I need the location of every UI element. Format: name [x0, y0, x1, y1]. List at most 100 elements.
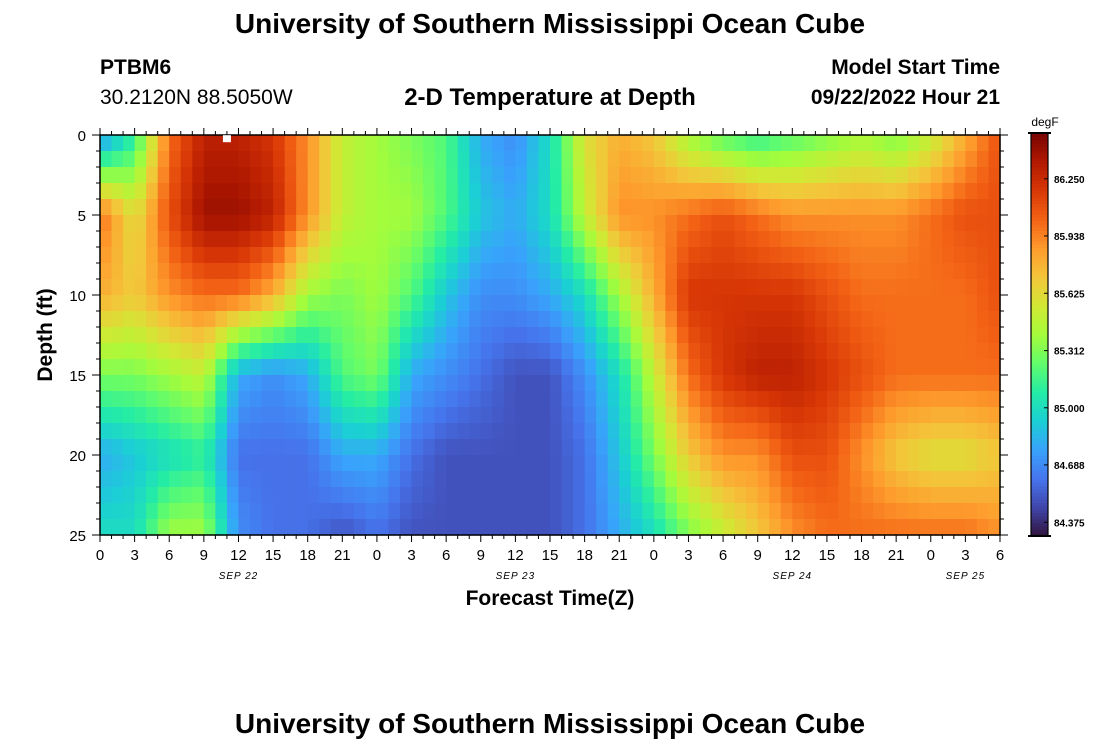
heatmap-cell — [561, 279, 574, 296]
heatmap-cell — [873, 439, 886, 456]
heatmap-cell — [861, 199, 874, 216]
colorbar-swatch — [1031, 270, 1048, 275]
heatmap-cell — [353, 199, 366, 216]
heatmap-cell — [723, 471, 736, 488]
heatmap-cell — [757, 183, 770, 200]
heatmap-cell — [573, 407, 586, 424]
heatmap-cell — [307, 199, 320, 216]
heatmap-cell — [238, 375, 251, 392]
heatmap-cell — [688, 503, 701, 520]
heatmap-cell — [815, 359, 828, 376]
colorbar-swatch — [1031, 515, 1048, 520]
heatmap-cell — [376, 407, 390, 424]
heatmap-cell — [838, 247, 851, 264]
heatmap-cell — [238, 279, 251, 296]
heatmap-cell — [319, 375, 332, 392]
heatmap-cell — [930, 231, 943, 248]
heatmap-cell — [400, 215, 413, 232]
heatmap-cell — [515, 503, 528, 520]
heatmap-cell — [884, 247, 897, 264]
heatmap-cell — [965, 279, 978, 296]
heatmap-cell — [134, 343, 147, 360]
heatmap-cell — [619, 295, 632, 312]
colorbar-swatch — [1031, 250, 1048, 255]
heatmap-cell — [561, 183, 574, 200]
heatmap-cell — [250, 167, 263, 184]
heatmap-cell — [850, 295, 863, 312]
heatmap-cell — [203, 135, 216, 152]
colorbar-swatch — [1031, 465, 1048, 470]
heatmap-cell — [134, 183, 147, 200]
heatmap-cell — [307, 183, 320, 200]
heatmap-cell — [953, 407, 966, 424]
heatmap-cell — [630, 359, 643, 376]
heatmap-cell — [342, 327, 355, 344]
heatmap-cell — [123, 231, 136, 248]
heatmap-cell — [861, 439, 874, 456]
heatmap-cell — [826, 247, 840, 264]
heatmap-cell — [273, 423, 286, 440]
heatmap-cell — [734, 359, 747, 376]
heatmap-cell — [526, 327, 540, 344]
x-tick-label: 18 — [853, 547, 870, 564]
heatmap-cell — [330, 279, 343, 296]
heatmap-cell — [273, 215, 286, 232]
heatmap-cell — [469, 215, 482, 232]
x-tick-label: 15 — [265, 547, 282, 564]
heatmap-cell — [769, 343, 782, 360]
heatmap-cell — [953, 231, 966, 248]
heatmap-cell — [688, 407, 701, 424]
heatmap-cell — [123, 407, 136, 424]
heatmap-cell — [723, 135, 736, 152]
heatmap-cell — [953, 263, 966, 280]
y-axis-label: Depth (ft) — [34, 288, 57, 381]
heatmap-cell — [365, 423, 378, 440]
heatmap-cell — [469, 311, 482, 328]
heatmap-cell — [215, 183, 228, 200]
heatmap-cell — [538, 423, 551, 440]
heatmap-cell — [550, 343, 563, 360]
heatmap-cell — [838, 167, 851, 184]
colorbar-swatch — [1031, 143, 1048, 148]
heatmap-cell — [134, 231, 147, 248]
heatmap-cell — [203, 263, 216, 280]
heatmap-cell — [123, 519, 136, 536]
heatmap-cell — [688, 199, 701, 216]
heatmap-cell — [700, 135, 713, 152]
heatmap-cell — [757, 343, 770, 360]
heatmap-cell — [503, 359, 516, 376]
heatmap-cell — [192, 455, 205, 472]
heatmap-cell — [584, 375, 597, 392]
heatmap-cell — [930, 279, 943, 296]
heatmap-cell — [550, 455, 563, 472]
heatmap-cell — [111, 359, 124, 376]
heatmap-cell — [896, 455, 909, 472]
heatmap-cell — [896, 167, 909, 184]
heatmap-cell — [573, 279, 586, 296]
heatmap-cell — [700, 503, 713, 520]
heatmap-cell — [630, 391, 643, 408]
heatmap-cell — [226, 263, 240, 280]
heatmap-cell — [180, 231, 193, 248]
heatmap-cell — [746, 471, 759, 488]
heatmap-cell — [596, 455, 609, 472]
heatmap-cell — [226, 471, 240, 488]
heatmap-cell — [988, 519, 1001, 536]
heatmap-cell — [584, 455, 597, 472]
heatmap-cell — [619, 135, 632, 152]
heatmap-cell — [342, 503, 355, 520]
heatmap-cell — [826, 487, 840, 504]
heatmap-cell — [584, 519, 597, 536]
heatmap-cell — [873, 519, 886, 536]
heatmap-cell — [723, 263, 736, 280]
heatmap-cell — [769, 519, 782, 536]
heatmap-cell — [261, 199, 274, 216]
heatmap-cell — [815, 215, 828, 232]
heatmap-cell — [146, 455, 159, 472]
heatmap-cell — [215, 231, 228, 248]
heatmap-cell — [746, 295, 759, 312]
heatmap-cell — [630, 407, 643, 424]
heatmap-cell — [146, 471, 159, 488]
colorbar-swatch — [1031, 220, 1048, 225]
heatmap-cell — [376, 375, 390, 392]
